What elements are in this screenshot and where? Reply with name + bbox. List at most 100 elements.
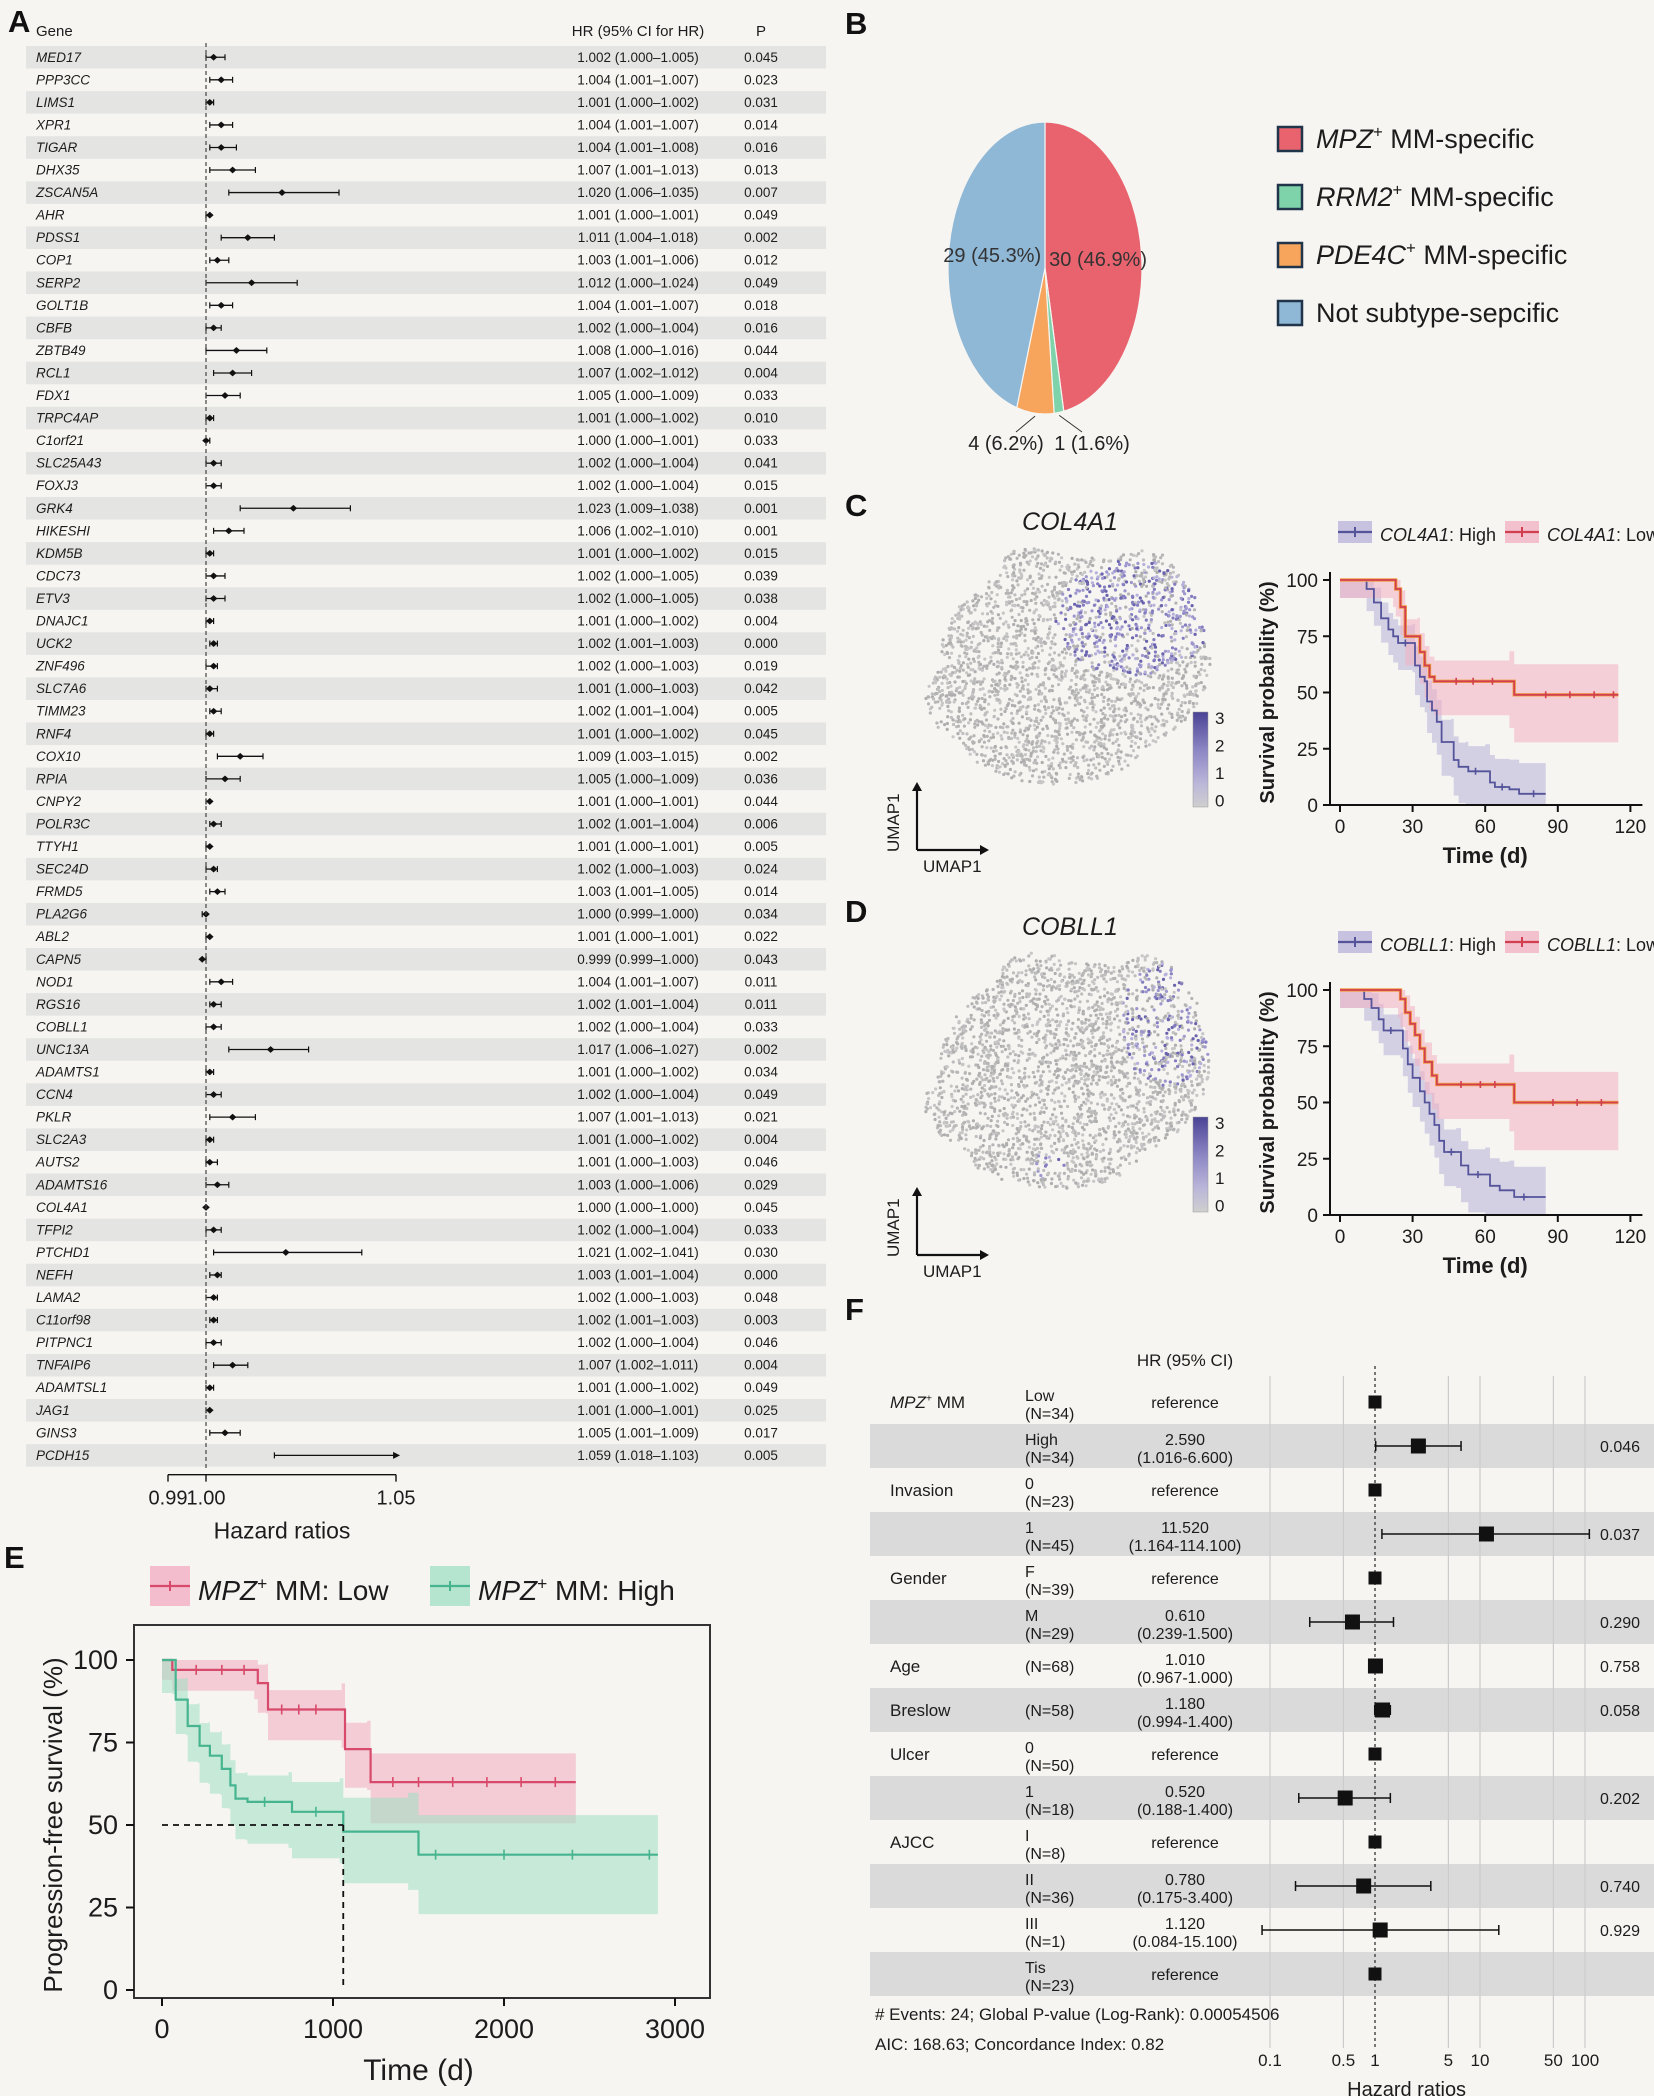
y-tick-label: 100 — [1286, 981, 1318, 1002]
gene-name: PPP3CC — [36, 72, 90, 87]
p-value: 0.010 — [744, 411, 778, 426]
forest-row: XPR1 1.004 (1.001–1.007) 0.014 — [35, 117, 778, 132]
p-value: 0.002 — [744, 1042, 778, 1057]
x-tick-label: 120 — [1615, 817, 1647, 838]
gene-name: ADAMTSL1 — [35, 1380, 107, 1395]
y-tick-label: 25 — [1297, 1150, 1318, 1171]
gene-name: KDM5B — [36, 546, 83, 561]
p-value: 0.033 — [744, 433, 778, 448]
ci-text: 1.003 (1.001–1.005) — [577, 884, 699, 899]
p-value: 0.022 — [744, 929, 778, 944]
gene-name: COBLL1 — [36, 1019, 88, 1034]
p-value: 0.005 — [744, 839, 778, 854]
p-value: 0.006 — [744, 816, 778, 831]
p-value: 0.041 — [744, 456, 778, 471]
legend-label: COL4A1: Low — [1547, 525, 1654, 545]
forest-row: RPIA 1.005 (1.000–1.009) 0.036 — [36, 771, 778, 786]
survival-curve — [162, 1658, 576, 1784]
p-value: 0.929 — [1600, 1923, 1640, 1940]
x-tick-label: 0 — [1335, 1227, 1346, 1248]
forest-row: PTCHD1 1.021 (1.002–1.041) 0.030 — [36, 1245, 778, 1260]
gene-name: XPR1 — [35, 117, 71, 132]
censor-mark — [644, 1849, 655, 1860]
hr-text: reference — [1151, 1571, 1219, 1588]
hr-marker — [206, 414, 214, 422]
hr-marker — [217, 121, 225, 129]
hr-marker — [282, 1249, 290, 1256]
hr-marker — [209, 572, 218, 580]
y-tick-label: 75 — [1297, 627, 1318, 648]
hr-marker — [206, 1158, 214, 1166]
p-value: 0.014 — [744, 117, 778, 132]
level-n: (N=68) — [1025, 1659, 1074, 1676]
row-band — [26, 451, 826, 475]
forest-row: RGS16 1.002 (1.001–1.004) 0.011 — [36, 997, 777, 1012]
ci-text: 1.003 (1.000–1.006) — [577, 1177, 699, 1192]
x-tick-label: 1.00 — [187, 1488, 226, 1510]
ci-text: 1.005 (1.000–1.009) — [577, 388, 699, 403]
col-header-gene: Gene — [36, 23, 73, 40]
gene-name: UCK2 — [36, 636, 73, 651]
hr-marker — [217, 978, 225, 986]
row-band — [26, 948, 826, 971]
hr-text: reference — [1151, 1967, 1219, 1984]
x-tick-label: 10 — [1471, 2051, 1490, 2070]
legend-label: MPZ+​ MM-specific — [1316, 123, 1534, 154]
forest-row: High(N=34) 2.590(1.016-6.600) 0.046 — [1025, 1432, 1640, 1467]
gene-name: RPIA — [36, 771, 68, 786]
cobll1-umap-plot: COBLL1 3 2 1 0 UMAP1 UMAP1 — [884, 913, 1224, 1281]
forest-row: SEC24D 1.002 (1.000–1.003) 0.024 — [36, 862, 778, 877]
gene-name: SLC2A3 — [36, 1132, 87, 1147]
confidence-band — [162, 1660, 576, 1845]
ci-text: 1.007 (1.002–1.012) — [577, 365, 699, 380]
x-tick-label: 3000 — [645, 2014, 705, 2044]
x-tick-label: 90 — [1547, 817, 1568, 838]
gene-name: FRMD5 — [36, 884, 83, 899]
multivariate-forest-plot: HR (95% CI)MPZ+​ MMLow(N=34)referenceHig… — [870, 1351, 1654, 2096]
hr-marker — [206, 730, 214, 738]
x-tick-label: 120 — [1615, 1227, 1647, 1248]
p-value: 0.039 — [744, 568, 778, 583]
hr-marker — [266, 1046, 275, 1053]
hr-marker — [228, 1113, 237, 1121]
colorbar-tick: 1 — [1215, 764, 1224, 783]
hr-text: 1.120 — [1165, 1916, 1205, 1933]
y-tick-label: 100 — [73, 1645, 118, 1675]
ci-text: 1.004 (1.001–1.007) — [577, 72, 699, 87]
p-value: 0.004 — [744, 1132, 778, 1147]
hr-text: 0.780 — [1165, 1872, 1205, 1889]
p-value: 0.016 — [744, 140, 778, 155]
hr-text: reference — [1151, 1747, 1219, 1764]
forest-row: MPZ+​ MM Low(N=34) reference — [890, 1388, 1382, 1423]
censor-mark — [413, 1777, 424, 1788]
gene-name: LAMA2 — [36, 1290, 81, 1305]
row-band — [26, 993, 826, 1016]
hr-marker — [206, 798, 214, 805]
row-band — [26, 902, 826, 926]
forest-row: FRMD5 1.003 (1.001–1.005) 0.014 — [36, 884, 778, 899]
p-value: 0.033 — [744, 1019, 778, 1034]
right-arrow-icon — [980, 845, 989, 855]
row-band — [26, 181, 826, 204]
ci-text: 1.001 (1.000–1.001) — [577, 794, 699, 809]
p-value: 0.046 — [744, 1155, 778, 1170]
row-band — [26, 136, 826, 159]
gene-name: RGS16 — [36, 997, 81, 1012]
km-legend-item: COBLL1: Low — [1505, 931, 1654, 955]
p-value: 0.042 — [744, 681, 778, 696]
hr-marker — [209, 820, 218, 828]
hr-marker — [206, 617, 214, 625]
hr-marker — [206, 1136, 214, 1144]
y-axis-title: Survival probability (%) — [1257, 991, 1279, 1213]
censor-mark — [310, 1806, 321, 1817]
censor-mark — [1387, 1027, 1395, 1034]
level-n: (N=34) — [1025, 1406, 1074, 1423]
x-axis-title: Time (d) — [1443, 843, 1528, 868]
level-label: III — [1025, 1916, 1038, 1933]
colorbar — [1192, 711, 1209, 808]
p-value: 0.043 — [744, 952, 778, 967]
colorbar-tick: 0 — [1215, 1197, 1224, 1216]
x-tick-label: 30 — [1402, 817, 1423, 838]
hr-marker — [1478, 1526, 1494, 1542]
